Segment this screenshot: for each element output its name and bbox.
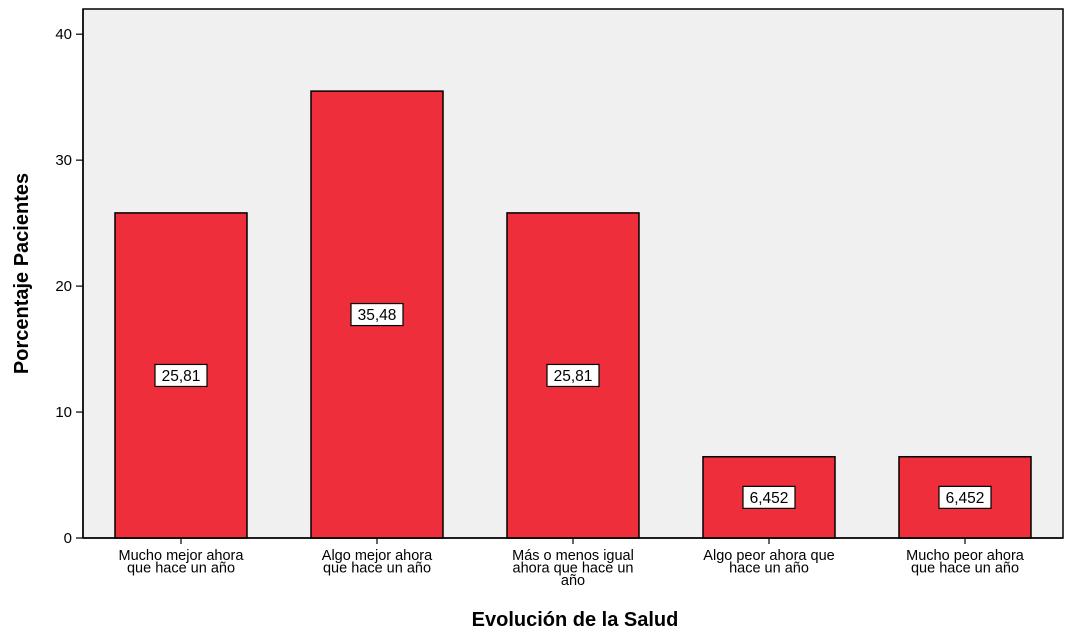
x-tick-label: Mucho peor ahora que hace un año (906, 548, 1025, 577)
x-axis: Mucho mejor ahora que hace un año Algo mej… (119, 538, 1025, 589)
data-label-box (938, 485, 992, 509)
x-tick-label: Algo peor ahora que hace un año (703, 548, 834, 577)
data-label-box (154, 363, 208, 388)
data-label-box (546, 363, 600, 388)
x-axis-title: Evolución de la Salud (472, 609, 679, 631)
y-tick-label: 40 (55, 26, 72, 43)
x-tick-label: Más o menos igual ahora que hace un año (512, 548, 634, 589)
data-label: 6,452 (946, 490, 985, 507)
y-tick-label: 20 (55, 278, 72, 295)
data-label-box (742, 485, 796, 509)
data-label: 6,452 (750, 490, 789, 507)
x-tick-label: Mucho mejor ahora que hace un año (119, 548, 245, 577)
y-axis-title: Porcentaje Pacientes (11, 173, 33, 374)
data-label-box (350, 302, 404, 327)
y-tick-label: 30 (55, 152, 72, 169)
data-label: 35,48 (358, 307, 397, 324)
y-tick-label: 10 (55, 404, 72, 421)
y-axis: 0 10 20 30 40 (55, 26, 83, 547)
y-tick-label: 0 (64, 530, 72, 547)
bars: 25,81 35,48 25,81 6,452 6,452 (114, 90, 1032, 539)
x-tick-label: Algo mejor ahora que hace un año (322, 548, 433, 577)
data-label: 25,81 (162, 368, 201, 385)
data-label: 25,81 (554, 368, 593, 385)
